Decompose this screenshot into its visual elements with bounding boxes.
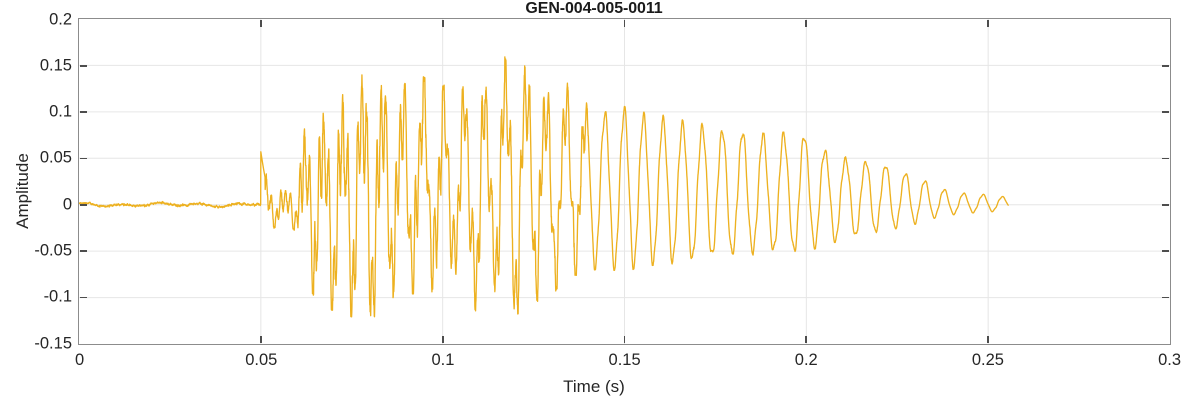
y-tickmark-right	[1162, 296, 1170, 299]
plot-area[interactable]	[78, 18, 1171, 345]
y-tick-label: 0.05	[39, 148, 72, 167]
x-tickmark	[260, 336, 263, 344]
x-axis-label: Time (s)	[563, 377, 625, 396]
x-tickmark-top	[623, 19, 626, 27]
y-tickmark-right	[1162, 111, 1170, 113]
y-tickmark	[79, 296, 87, 299]
y-tick-label: 0.1	[49, 102, 72, 121]
y-tickmark	[79, 203, 87, 206]
y-tick-label: -0.05	[34, 241, 72, 260]
x-tick-label: 0.2	[794, 351, 818, 369]
x-tickmark-top	[442, 19, 444, 27]
x-tickmark	[805, 336, 808, 344]
x-tick-label: 0.3	[1158, 351, 1182, 369]
y-tickmark-right	[1162, 157, 1170, 160]
y-tickmark-right	[1162, 65, 1170, 67]
x-tickmark	[442, 336, 444, 344]
x-tick-label: 0.15	[608, 351, 641, 369]
y-tickmark-right	[1162, 250, 1170, 252]
x-tickmark-top	[805, 19, 808, 27]
y-tick-label: 0.15	[39, 56, 72, 75]
y-tickmark	[79, 157, 87, 160]
x-tick-label: 0	[75, 351, 85, 369]
y-tick-label: -0.15	[34, 334, 72, 353]
x-tickmark	[987, 336, 989, 344]
x-tickmark-top	[260, 19, 263, 27]
y-axis-label: Amplitude	[13, 153, 32, 229]
waveform-svg	[79, 19, 1170, 344]
y-tickmark	[79, 111, 87, 113]
y-tick-label: 0	[62, 195, 72, 214]
x-tickmark	[623, 336, 626, 344]
y-tickmark	[79, 250, 87, 252]
gridlines	[79, 19, 1170, 344]
y-tick-label: 0.2	[49, 10, 72, 29]
chart-title: GEN-004-005-0011	[525, 0, 663, 17]
y-tickmark	[79, 65, 87, 67]
y-tickmark-right	[1162, 203, 1170, 206]
x-tick-label: 0.25	[971, 351, 1004, 369]
waveform-line	[79, 57, 1008, 317]
x-tickmark-top	[987, 19, 989, 27]
x-tick-label: 0.1	[431, 351, 455, 369]
y-tick-label: -0.1	[43, 287, 72, 306]
x-tick-label: 0.05	[245, 351, 278, 369]
